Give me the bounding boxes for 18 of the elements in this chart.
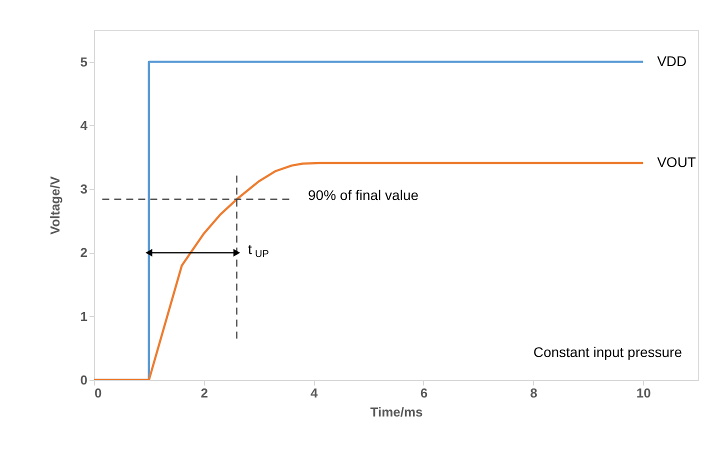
x-axis-title: Time/ms [370, 404, 423, 420]
x-tick-label: 8 [530, 386, 538, 400]
x-tick-label: 6 [420, 386, 428, 400]
y-tick-label: 1 [80, 308, 88, 324]
x-tick-label: 4 [310, 386, 319, 400]
x-tick-label: 2 [200, 386, 208, 400]
y-tick-label: 3 [80, 182, 88, 197]
x-tick-label: 10 [636, 386, 651, 400]
y-tick-label: 2 [80, 245, 88, 260]
y-tick-label: 5 [80, 54, 88, 70]
series-label: VOUT [657, 154, 696, 170]
series-label: VDD [657, 52, 687, 69]
x-tick-label: 0 [94, 386, 102, 400]
annotation: Constant input pressure [533, 344, 682, 360]
annotation: 90% of final value [308, 187, 419, 203]
y-axis-title: Voltage/V [47, 176, 62, 235]
y-tick-label: 4 [80, 118, 88, 133]
y-tick-label: 0 [80, 372, 88, 388]
